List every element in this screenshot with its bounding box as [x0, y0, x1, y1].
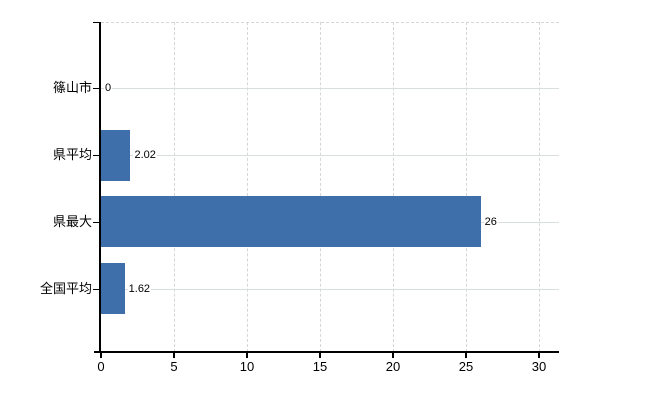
- bar: [101, 263, 125, 314]
- x-axis-tick: [173, 353, 175, 358]
- y-axis-line: [99, 22, 101, 352]
- x-axis-tick: [246, 353, 248, 358]
- vertical-gridline: [393, 22, 394, 352]
- vertical-gridline: [539, 22, 540, 352]
- horizontal-gridline: [101, 88, 559, 89]
- x-axis-tick: [465, 353, 467, 358]
- bar-value-label: 0: [104, 81, 113, 95]
- vertical-gridline: [466, 22, 467, 352]
- x-tick-label: 10: [239, 359, 255, 374]
- category-label: 篠山市: [52, 80, 92, 95]
- bar: [101, 129, 131, 181]
- x-tick-label: 25: [458, 359, 474, 374]
- category-label: 県平均: [52, 147, 92, 162]
- x-tick-label: 15: [312, 359, 328, 374]
- y-axis-tick: [93, 155, 99, 156]
- x-tick-label: 5: [170, 359, 178, 374]
- category-label: 県最大: [52, 213, 92, 229]
- y-axis-tick: [93, 288, 99, 290]
- bar-value-label: 1.62: [127, 281, 152, 296]
- horizontal-gridline: [101, 155, 559, 156]
- category-label: 全国平均: [39, 280, 92, 296]
- plot-top-border: [101, 22, 559, 23]
- x-axis-tick: [100, 353, 102, 358]
- y-axis-tick: [93, 88, 99, 89]
- x-axis-tick: [392, 353, 394, 358]
- x-tick-label: 30: [531, 359, 547, 374]
- x-tick-label: 20: [385, 359, 401, 374]
- bar-value-label: 26: [483, 214, 498, 229]
- vertical-gridline: [320, 22, 321, 352]
- x-axis-line: [94, 351, 559, 353]
- y-axis-tick: [93, 221, 99, 223]
- x-axis-tick: [319, 353, 321, 358]
- x-axis-tick: [538, 353, 540, 358]
- y-axis-top-tick: [93, 22, 99, 23]
- bar: [101, 196, 481, 247]
- vertical-gridline: [174, 22, 175, 352]
- horizontal-gridline: [101, 288, 559, 290]
- x-tick-label: 0: [97, 359, 105, 374]
- bar-value-label: 2.02: [133, 148, 157, 162]
- vertical-gridline: [247, 22, 248, 352]
